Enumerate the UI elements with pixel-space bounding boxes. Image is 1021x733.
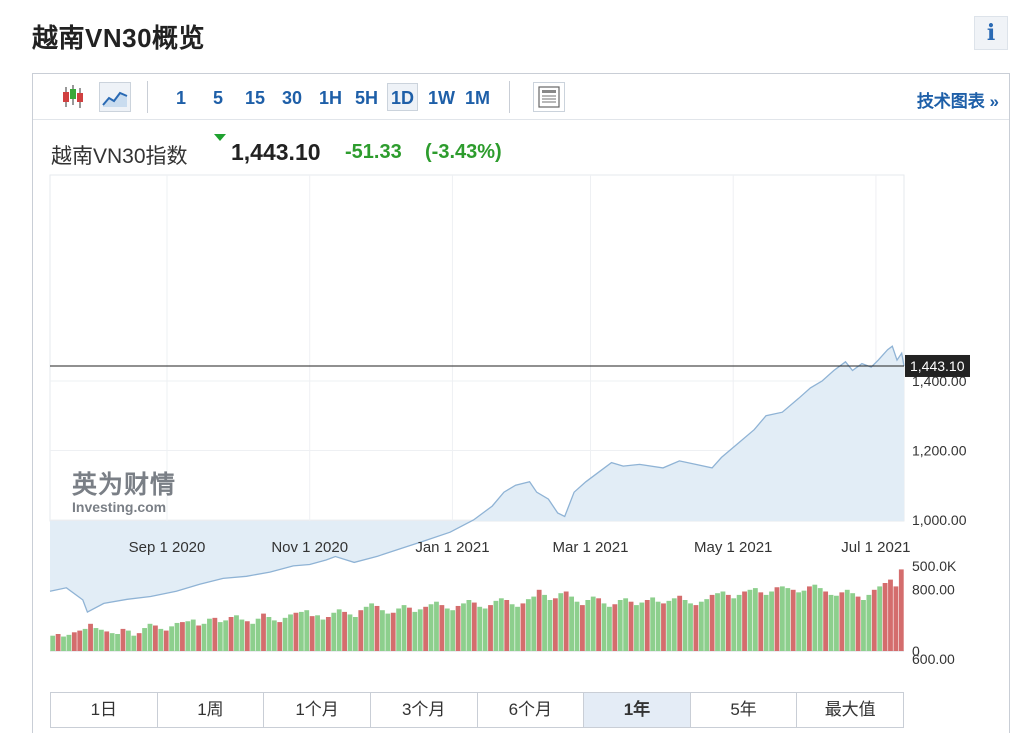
timeframe-1h[interactable]: 1H — [319, 88, 343, 108]
range-1y[interactable]: 1年 — [584, 693, 691, 727]
range-1d[interactable]: 1日 — [51, 693, 158, 727]
timeframe-30[interactable]: 30 — [282, 88, 303, 108]
candlestick-icon[interactable] — [57, 82, 89, 112]
last-price: 1,443.10 — [231, 139, 321, 165]
price-change: -51.33 — [345, 141, 402, 163]
timeframe-15[interactable]: 15 — [245, 88, 266, 108]
range-5y[interactable]: 5年 — [690, 693, 798, 727]
quote-header: 越南VN30指数 1,443.10 -51.33 (-3.43%) — [51, 134, 651, 170]
range-1m[interactable]: 1个月 — [264, 693, 371, 727]
timeframe-1[interactable]: 1 — [176, 88, 187, 108]
table-view-icon[interactable] — [533, 82, 565, 112]
range-selector: 1日 1周 1个月 3个月 6个月 1年 5年 最大值 — [50, 692, 904, 728]
chart-panel: 1 5 15 30 1H 5H 1D 1W 1M 技术图表 » 越南VN30指数… — [32, 73, 1010, 733]
info-icon[interactable]: i — [974, 16, 1008, 50]
index-name: 越南VN30指数 — [51, 145, 188, 168]
line-chart-icon[interactable] — [99, 82, 131, 112]
chart-toolbar: 1 5 15 30 1H 5H 1D 1W 1M 技术图表 » — [33, 74, 1009, 120]
timeframe-1d[interactable]: 1D — [387, 83, 419, 111]
timeframe-5h[interactable]: 5H — [355, 88, 379, 108]
down-arrow-icon — [214, 134, 226, 141]
technical-chart-link[interactable]: 技术图表 » — [916, 92, 999, 111]
range-3m[interactable]: 3个月 — [370, 693, 478, 727]
range-max[interactable]: 最大值 — [797, 693, 903, 727]
timeframe-1m[interactable]: 1M — [465, 88, 491, 108]
price-change-pct: (-3.43%) — [425, 141, 502, 163]
range-1w[interactable]: 1周 — [157, 693, 265, 727]
page-title: 越南VN30概览 — [32, 23, 206, 53]
range-6m[interactable]: 6个月 — [477, 693, 585, 727]
timeframe-5[interactable]: 5 — [213, 88, 224, 108]
timeframe-1w[interactable]: 1W — [428, 88, 455, 108]
